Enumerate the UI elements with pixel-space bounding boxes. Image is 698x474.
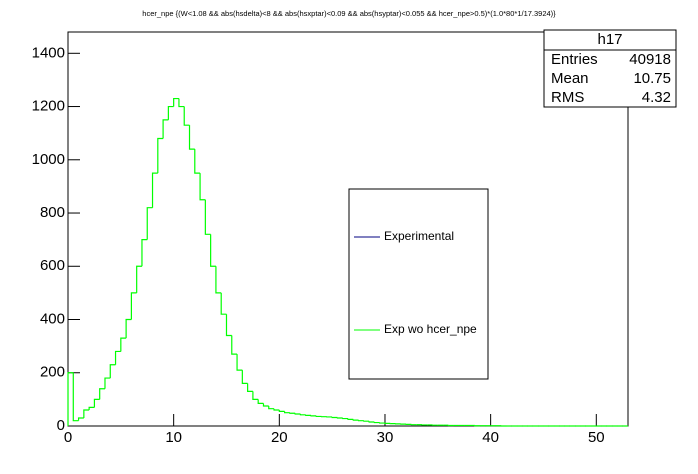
histogram-bin <box>289 412 296 414</box>
histogram-bin <box>141 239 148 267</box>
histogram-bin <box>67 372 74 426</box>
stats-value: 40918 <box>629 51 671 68</box>
chart-title: hcer_npe {(W<1.08 && abs(hsdelta)<8 && a… <box>142 9 556 18</box>
x-tick-label: 0 <box>64 429 72 446</box>
stats-label: Mean <box>551 70 589 87</box>
y-tick-label: 1000 <box>32 151 65 168</box>
histogram-bin <box>88 406 95 411</box>
histogram-bin <box>236 354 243 371</box>
histogram-bin <box>315 415 322 418</box>
y-tick-label: 400 <box>40 310 65 327</box>
histogram-bin <box>162 119 169 139</box>
histogram-bin <box>336 417 343 419</box>
histogram-bin <box>247 383 253 392</box>
y-tick-label: 1200 <box>32 98 65 115</box>
stats-value: 4.32 <box>642 89 671 106</box>
histogram-bin <box>77 417 84 421</box>
histogram-bin <box>109 364 116 379</box>
histogram-bin <box>241 370 248 385</box>
stats-value: 10.75 <box>633 70 671 87</box>
histogram-bin <box>262 403 269 407</box>
histogram-bin <box>136 265 142 293</box>
histogram-bin <box>352 419 359 421</box>
histogram-bin <box>93 398 100 408</box>
histogram-bin <box>373 421 380 424</box>
histogram-bin <box>120 337 127 352</box>
histogram-bin <box>363 420 370 422</box>
frame <box>67 31 629 427</box>
histogram-bin <box>379 422 385 424</box>
histogram-bin <box>178 98 185 108</box>
histogram-bin <box>257 399 264 404</box>
y-tick-label: 200 <box>40 364 65 381</box>
stats-box <box>543 29 677 108</box>
histogram-bin <box>167 105 174 120</box>
histogram-bin <box>273 408 280 411</box>
x-tick-label: 40 <box>482 429 499 446</box>
histogram-bin <box>215 266 222 294</box>
histogram-bin <box>278 410 285 412</box>
histogram-bin <box>305 414 312 416</box>
x-tick-label: 50 <box>588 429 605 446</box>
histogram-bin <box>183 106 190 126</box>
x-tick-label: 30 <box>377 429 394 446</box>
histogram-bin <box>310 415 317 417</box>
histogram-bin <box>104 377 111 389</box>
histogram-bin <box>173 97 179 107</box>
histogram-bin <box>284 411 290 414</box>
histogram-bin <box>268 406 275 410</box>
stats-label: RMS <box>551 89 584 106</box>
legend-box <box>348 188 489 380</box>
histogram-bin <box>146 207 153 240</box>
histogram-bin <box>294 413 301 415</box>
histogram-bin <box>210 234 216 267</box>
histogram-bin <box>368 421 375 423</box>
histogram-bin <box>231 335 238 355</box>
histogram-bin <box>204 199 211 235</box>
legend-label: Experimental <box>384 229 454 243</box>
y-tick-label: 1400 <box>32 44 65 61</box>
y-tick-label: 600 <box>40 257 65 274</box>
histogram-bin <box>299 414 306 416</box>
histogram-bin <box>252 391 259 400</box>
stats-name: h17 <box>597 31 622 48</box>
histogram-bin <box>157 137 164 174</box>
y-tick-label: 800 <box>40 204 65 221</box>
histogram-bin <box>125 318 132 339</box>
histogram-bin <box>194 149 201 174</box>
histogram-bin <box>342 417 348 420</box>
histogram-bin <box>188 125 195 150</box>
histogram-bin <box>83 409 90 419</box>
histogram-bin <box>357 420 364 422</box>
stats-label: Entries <box>551 51 598 68</box>
histogram-bin <box>347 418 354 420</box>
x-tick-label: 20 <box>271 429 288 446</box>
histogram-bin <box>225 314 232 337</box>
histogram-bin <box>99 388 105 400</box>
histogram-bin <box>114 350 121 365</box>
histogram-bin <box>331 416 338 419</box>
x-tick-label: 10 <box>165 429 182 446</box>
histogram-bin <box>220 292 227 315</box>
legend-label: Exp wo hcer_npe <box>384 322 477 336</box>
histogram-bin <box>151 172 158 208</box>
y-tick-label: 0 <box>57 417 65 434</box>
histogram-bin <box>130 292 137 320</box>
histogram-bin <box>72 372 79 422</box>
histogram-bin <box>199 173 206 201</box>
